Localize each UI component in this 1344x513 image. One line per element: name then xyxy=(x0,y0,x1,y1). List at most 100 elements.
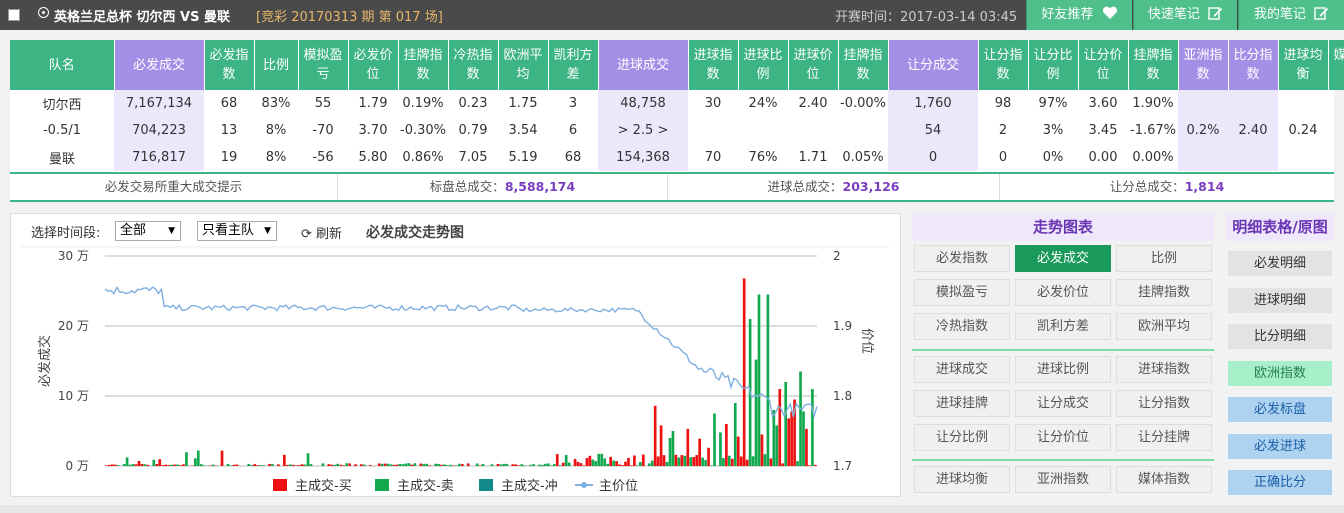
buy-bar xyxy=(392,464,396,466)
buy-bar xyxy=(769,458,773,466)
legend-label: 主成交-卖 xyxy=(397,478,454,494)
bottom-scroll-area xyxy=(0,505,1344,513)
trend-chart-button[interactable]: 冷热指数 xyxy=(914,313,1010,340)
trend-chart-button[interactable]: 进球均衡 xyxy=(914,466,1010,493)
detail-button[interactable]: 正确比分 xyxy=(1228,470,1332,495)
my-notes-button[interactable]: 我的笔记 xyxy=(1238,0,1344,30)
sell-bar xyxy=(122,464,126,466)
buy-bar xyxy=(360,464,363,466)
team-select[interactable]: 只看主队 ▼ xyxy=(197,221,277,241)
trend-chart-button[interactable]: 媒体指数 xyxy=(1116,466,1212,493)
column-header: 让分成交 xyxy=(888,40,979,90)
trend-chart-button[interactable]: 进球成交 xyxy=(914,356,1010,383)
detail-button[interactable]: 欧洲指数 xyxy=(1228,360,1332,386)
buy-bar xyxy=(585,458,589,466)
major-trade-hint[interactable]: 必发交易所重大成交提示 xyxy=(10,174,338,200)
sell-bar xyxy=(704,460,707,466)
trend-chart-button[interactable]: 挂牌指数 xyxy=(1116,279,1212,306)
detail-panel-title: 明细表格/原图 xyxy=(1226,213,1334,241)
price-line xyxy=(104,285,818,419)
refresh-label: 刷新 xyxy=(316,227,343,242)
trend-chart-button[interactable]: 让分挂牌 xyxy=(1116,424,1212,451)
trend-chart-button[interactable]: 欧洲平均 xyxy=(1116,313,1212,340)
issue-label: [竞彩 20170313 期 第 017 场] xyxy=(256,10,443,25)
recommend-button[interactable]: 好友推荐 xyxy=(1026,0,1132,30)
chevron-down-icon: ▼ xyxy=(168,226,175,236)
detail-button[interactable]: 进球明细 xyxy=(1228,287,1332,313)
sell-bar xyxy=(490,464,494,466)
buy-bar xyxy=(633,455,636,466)
table-cell: 2.40 xyxy=(1228,117,1278,144)
sell-bar xyxy=(407,463,411,466)
detail-panel: 明细表格/原图 必发明细进球明细比分明细欧洲指数必发标盘必发进球正确比分 xyxy=(1226,213,1334,497)
trend-chart-button[interactable]: 模拟盈亏 xyxy=(914,279,1010,306)
sell-bar xyxy=(131,464,135,466)
table-row: 切尔西 7,167,134 68 83% 55 1.79 0.19% 0.23 1.75 3 48,… xyxy=(10,90,1344,117)
sell-bar xyxy=(211,464,215,466)
buy-bar xyxy=(692,457,696,466)
trend-chart-button[interactable]: 让分指数 xyxy=(1116,390,1212,417)
trend-chart-button[interactable]: 比例 xyxy=(1116,245,1212,272)
table-cell: -0.5/1 xyxy=(42,123,82,138)
team-value: 只看主队 xyxy=(202,223,255,238)
trend-chart-button[interactable]: 进球指数 xyxy=(1116,356,1212,383)
trend-chart-button[interactable]: 进球挂牌 xyxy=(914,390,1010,417)
table-cell: 0.86% xyxy=(402,150,444,165)
edit-icon xyxy=(1314,2,1329,32)
trend-chart-button[interactable]: 让分价位 xyxy=(1015,424,1111,451)
y-tick-label: 20 万 xyxy=(58,319,89,333)
match-title: 英格兰足总杯 切尔西 VS 曼联 xyxy=(54,10,231,25)
column-header: 凯利方差 xyxy=(548,40,599,90)
buy-bar xyxy=(790,411,793,466)
buy-bar xyxy=(277,464,280,466)
buy-bar xyxy=(428,465,432,466)
table-cell: 48,758 xyxy=(598,90,688,117)
column-header: 模拟盈亏 xyxy=(298,40,349,90)
buy-bar xyxy=(662,455,666,466)
legend-swatch xyxy=(479,479,493,491)
sell-bar xyxy=(710,465,713,466)
column-header: 挂牌指数 xyxy=(398,40,449,90)
select-checkbox[interactable] xyxy=(8,9,20,21)
buy-bar xyxy=(778,389,782,466)
table-cell: 0.79 xyxy=(458,123,488,138)
period-select[interactable]: 全部 ▼ xyxy=(115,221,181,241)
trend-chart-button[interactable]: 必发指数 xyxy=(914,245,1010,272)
buy-bar xyxy=(419,463,423,466)
trend-chart-button[interactable]: 让分成交 xyxy=(1015,390,1111,417)
sell-bar xyxy=(772,410,776,466)
refresh-button[interactable]: ⟳ 刷新 xyxy=(301,223,342,242)
buy-bar xyxy=(653,405,657,466)
table-cell: 68 xyxy=(220,96,238,111)
sell-bar xyxy=(677,457,681,466)
y2-tick-label: 2 xyxy=(833,249,841,263)
buy-bar xyxy=(256,465,259,466)
trend-chart-button[interactable]: 亚洲指数 xyxy=(1015,466,1111,493)
quick-note-button[interactable]: 快速笔记 xyxy=(1133,0,1237,30)
buy-bar xyxy=(576,461,580,466)
detail-button[interactable]: 必发进球 xyxy=(1228,433,1332,459)
detail-button[interactable]: 必发标盘 xyxy=(1228,397,1332,422)
table-cell: 13 xyxy=(220,123,238,138)
sell-bar xyxy=(152,459,156,466)
trend-chart-button[interactable]: 必发成交 xyxy=(1015,245,1111,272)
trend-chart-button[interactable]: 进球比例 xyxy=(1015,356,1111,383)
top-bar: 英格兰足总杯 切尔西 VS 曼联 [竞彩 20170313 期 第 017 场]… xyxy=(0,0,1344,30)
column-header: 进球指数 xyxy=(688,40,739,90)
buy-bar xyxy=(440,464,443,466)
sell-bar xyxy=(538,464,541,466)
trend-chart-button[interactable]: 凯利方差 xyxy=(1015,313,1111,340)
column-header: 队名 xyxy=(10,40,115,90)
buy-bar xyxy=(674,454,678,466)
detail-button[interactable]: 必发明细 xyxy=(1228,251,1332,276)
handicap-total-value: 1,814 xyxy=(1184,179,1225,194)
detail-button[interactable]: 比分明细 xyxy=(1228,324,1332,349)
y-tick-label: 0 万 xyxy=(66,459,89,473)
buy-bar xyxy=(787,418,790,466)
trend-chart-button[interactable]: 让分比例 xyxy=(914,424,1010,451)
sell-bar xyxy=(271,464,274,466)
sell-bar xyxy=(802,411,805,466)
trend-chart-button[interactable]: 必发价位 xyxy=(1015,279,1111,306)
buy-bar xyxy=(113,464,117,466)
totals-bar: 必发交易所重大成交提示 标盘总成交：8,588,174 进球总成交：203,12… xyxy=(10,172,1334,202)
